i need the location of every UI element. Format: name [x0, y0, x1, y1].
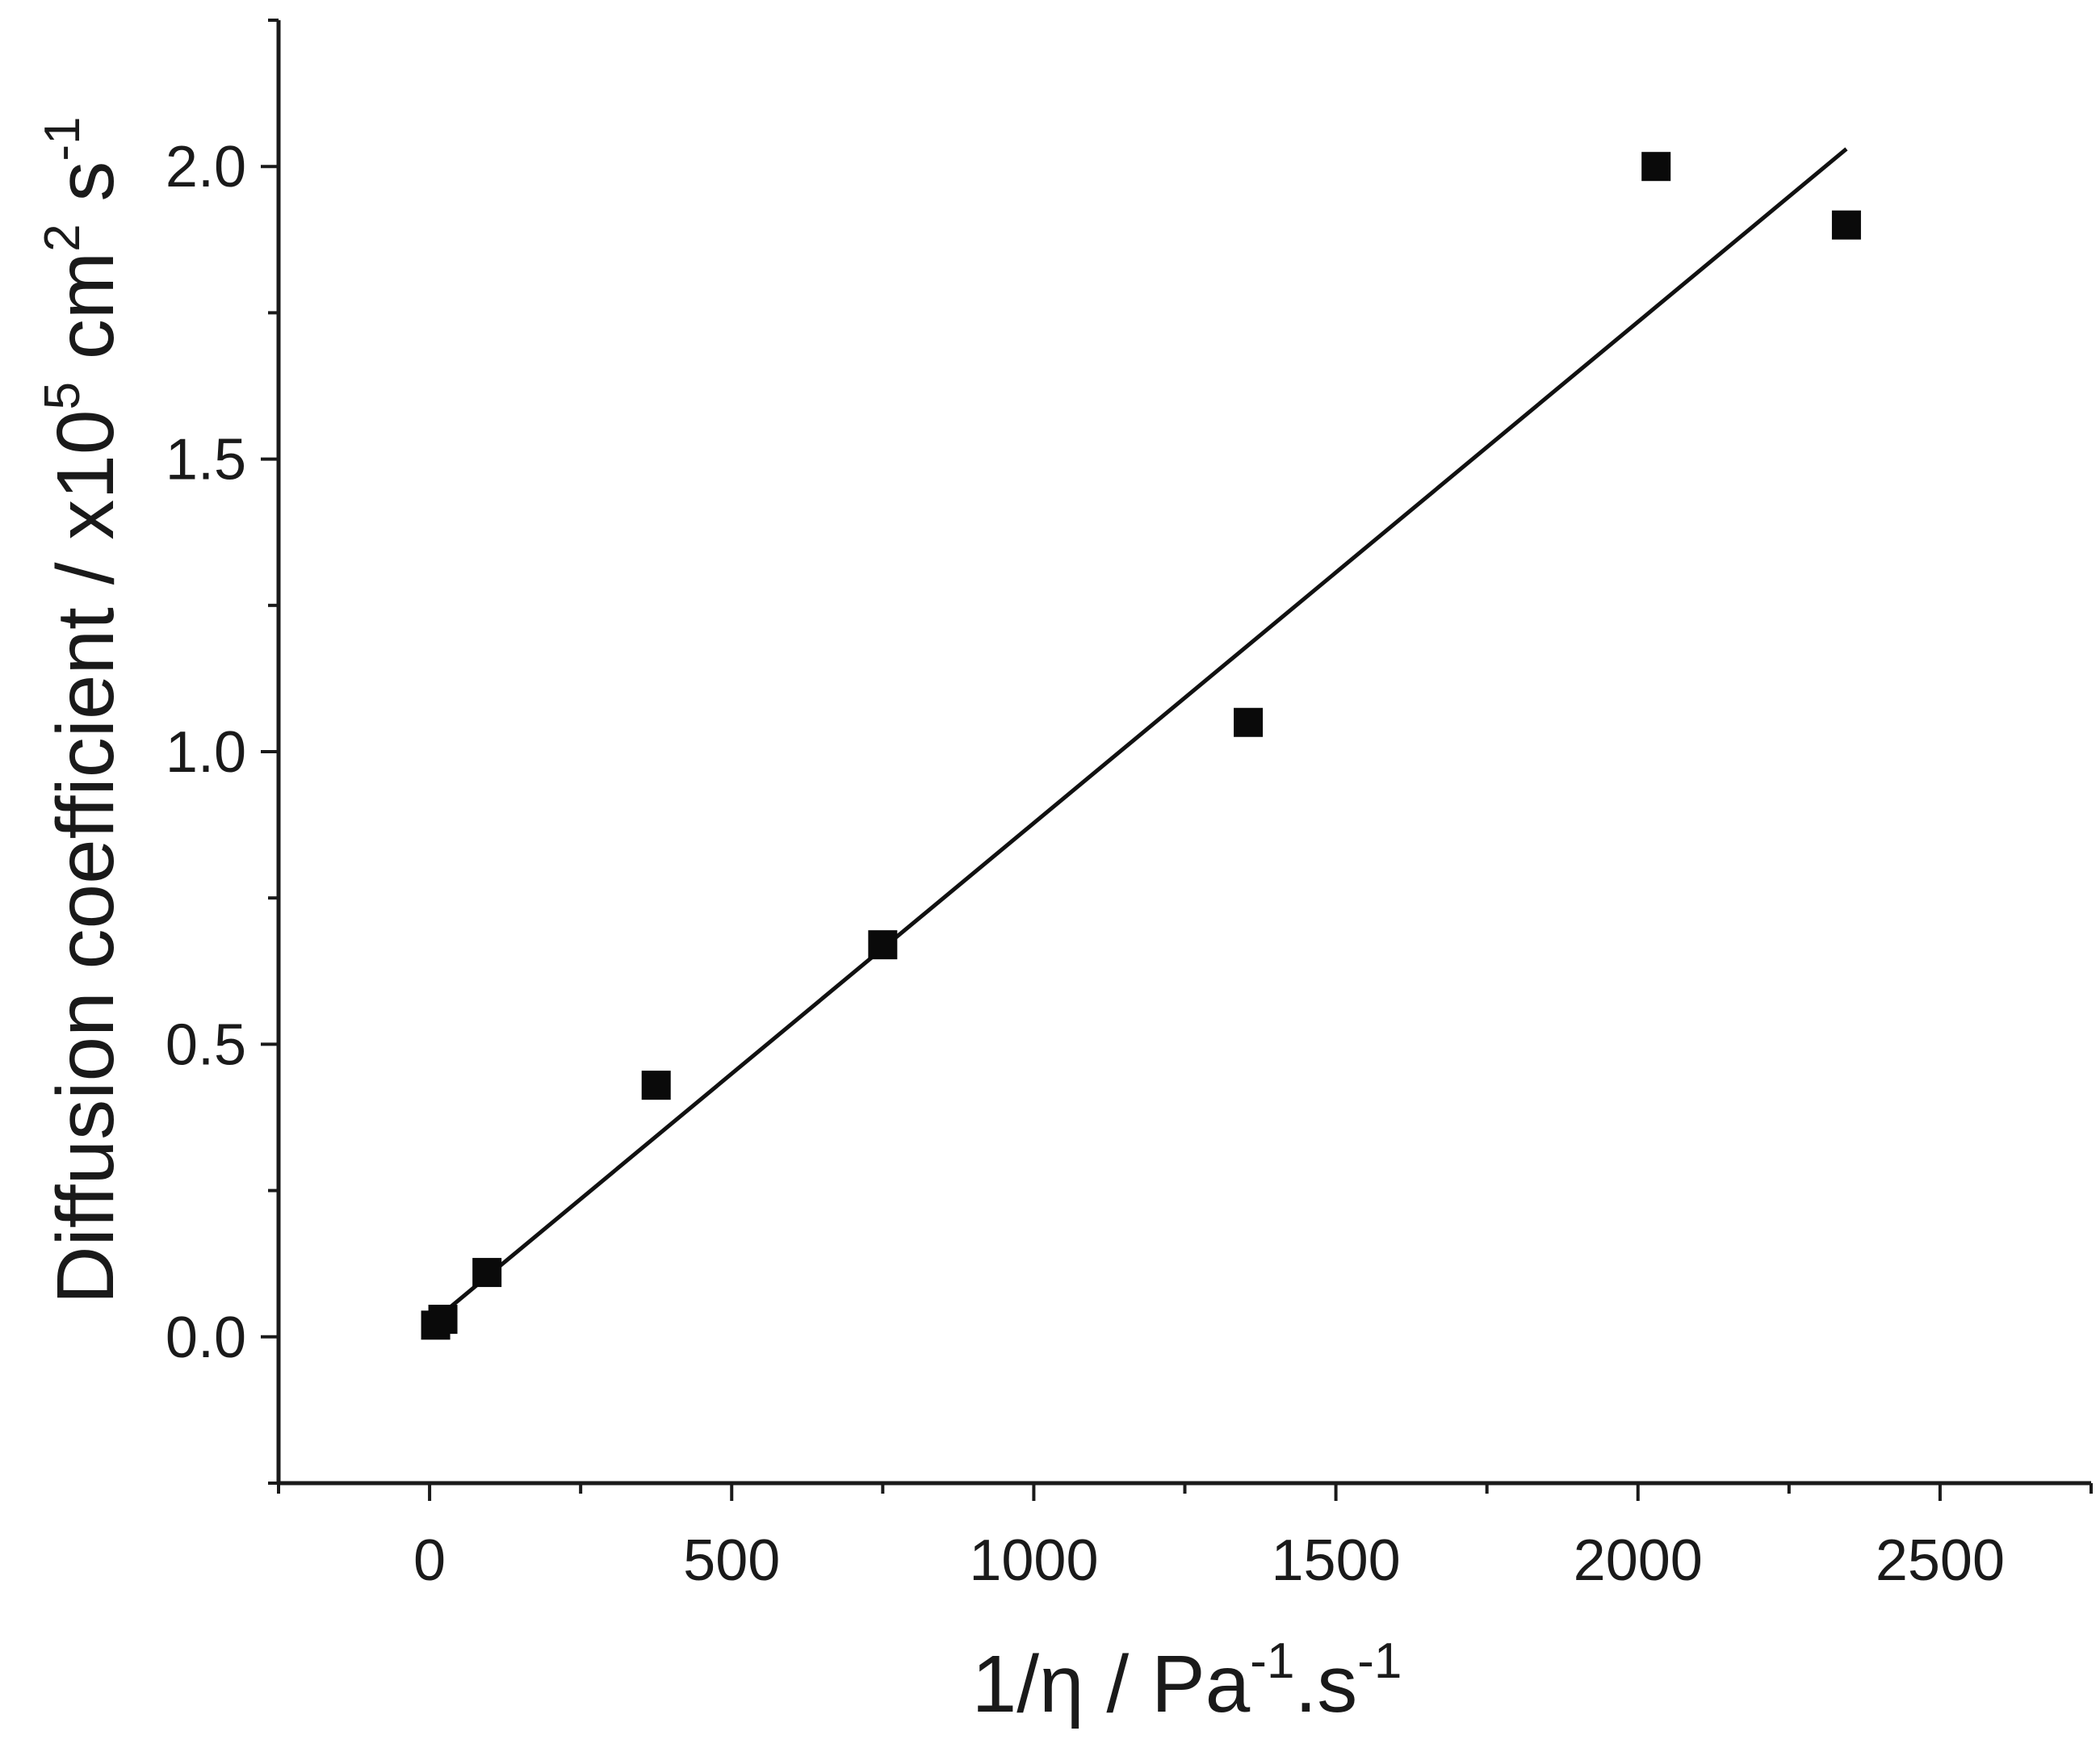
- y-axis-title-mid: cm: [40, 252, 131, 382]
- data-points: [421, 152, 1861, 1340]
- data-point: [1234, 707, 1264, 737]
- x-tick-label: 500: [683, 1528, 780, 1593]
- x-axis-ticks: 0 500 1000 1500 2000 2500: [277, 1483, 2093, 1593]
- x-axis-title-sup1: -1: [1250, 1633, 1294, 1689]
- y-tick-label: 1.0: [166, 720, 246, 785]
- x-axis-title-mid: .s: [1294, 1639, 1357, 1729]
- y-tick-label: 2.0: [166, 135, 246, 199]
- data-point: [1831, 210, 1861, 240]
- y-axis-title: Diffusion coefficient / x105 cm2 s-1: [35, 116, 131, 1304]
- x-axis-title-sup2: -1: [1357, 1633, 1402, 1689]
- y-tick-label: 0.5: [166, 1012, 246, 1077]
- x-tick-label: 1500: [1271, 1528, 1400, 1593]
- x-tick-label: 1000: [969, 1528, 1098, 1593]
- y-axis-title-mid2: s: [40, 161, 131, 224]
- fit-line: [434, 147, 1848, 1321]
- x-tick-label: 0: [413, 1528, 446, 1593]
- y-axis-ticks: 0.0 0.5 1.0 1.5 2.0: [166, 19, 279, 1485]
- plot-area: 0 500 1000 1500 2000 2500 0.0 0.5 1.0 1.5 2.0: [166, 19, 2093, 1593]
- x-axis-title-base: 1/η / Pa: [972, 1639, 1251, 1729]
- y-axis-title-sup1: 5: [35, 382, 90, 409]
- x-axis-title: 1/η / Pa-1.s-1: [972, 1633, 1402, 1729]
- data-point: [472, 1258, 502, 1288]
- y-axis-title-sup2: 2: [35, 224, 90, 251]
- y-tick-label: 0.0: [166, 1306, 246, 1370]
- y-axis-title-sup3: -1: [35, 116, 90, 161]
- data-point: [641, 1071, 671, 1100]
- x-tick-label: 2500: [1876, 1528, 2005, 1593]
- fit-line-group: [434, 147, 1848, 1321]
- data-point: [1641, 152, 1671, 182]
- data-point: [868, 930, 898, 960]
- x-tick-label: 2000: [1574, 1528, 1703, 1593]
- y-axis-title-base: Diffusion coefficient / x10: [40, 409, 131, 1304]
- data-point: [428, 1305, 458, 1335]
- y-tick-label: 1.5: [166, 428, 246, 492]
